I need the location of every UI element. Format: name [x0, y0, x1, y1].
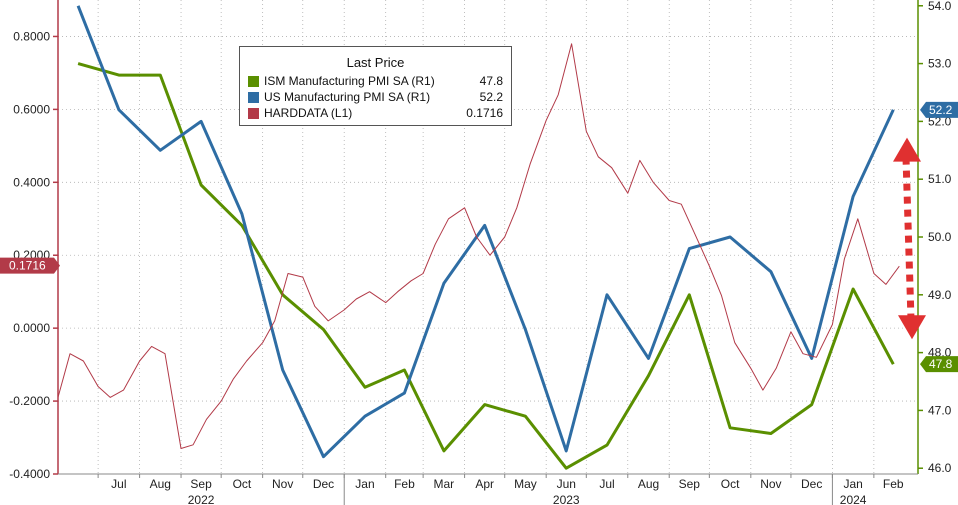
series-line-harddata — [57, 43, 900, 449]
legend-item-us-pmi: US Manufacturing PMI SA (R1) 52.2 — [248, 90, 503, 106]
x-axis: Jul Aug Sep Oct Nov Dec Jan Feb Mar Apr May Jun Jul A… — [58, 473, 918, 505]
x-axis-month-label: Aug — [638, 477, 659, 491]
right-last-value-tag-us-pmi-bg — [920, 101, 958, 118]
right-axis-tick-label: 53.0 — [928, 57, 952, 71]
x-axis-month-label: Jun — [557, 477, 576, 491]
left-axis-tick-label: -0.2000 — [9, 394, 50, 408]
range-arrow-head-down — [898, 315, 926, 340]
legend-value-ism: 47.8 — [479, 74, 503, 88]
x-axis-month-label: May — [514, 477, 537, 491]
series-lines — [57, 5, 900, 470]
x-axis-month-label: Feb — [394, 477, 415, 491]
legend-swatch-us-pmi — [248, 92, 259, 103]
right-last-value-tag-us-pmi: 52.2 — [929, 103, 953, 117]
right-axis-tick-label: 46.0 — [928, 461, 952, 475]
right-axis-tick-label: 50.0 — [928, 230, 952, 244]
x-axis-month-label: Oct — [233, 477, 252, 491]
legend-item-harddata: HARDDATA (L1) 0.1716 — [248, 106, 503, 122]
legend-value-harddata: 0.1716 — [466, 106, 503, 120]
value-tags: 0.1716 52.2 47.8 — [0, 101, 958, 373]
right-axis-tick-label: 48.0 — [928, 346, 952, 360]
legend-swatch-ism — [248, 76, 259, 87]
x-axis-year-label: 2022 — [188, 493, 215, 505]
series-line-us-manufacturing-pmi-sa — [76, 5, 895, 459]
legend-item-ism: ISM Manufacturing PMI SA (R1) 47.8 — [248, 74, 503, 90]
x-axis-year-label: 2023 — [553, 493, 580, 505]
range-arrow — [893, 137, 926, 340]
x-axis-month-label: Nov — [760, 477, 781, 491]
x-axis-month-label: Oct — [721, 477, 740, 491]
x-axis-month-label: Jul — [111, 477, 126, 491]
right-axis-tick-label: 49.0 — [928, 288, 952, 302]
x-axis-month-label: Apr — [475, 477, 494, 491]
right-last-value-tag-ism-bg — [920, 356, 958, 373]
right-axis-tick-label: 52.0 — [928, 114, 952, 128]
x-axis-month-label: Jan — [843, 477, 862, 491]
left-axis-tick-label: 0.8000 — [13, 29, 50, 43]
legend-title: Last Price — [346, 55, 405, 70]
x-axis-month-label: Sep — [679, 477, 701, 491]
legend-label-us-pmi: US Manufacturing PMI SA (R1) — [264, 90, 431, 104]
range-arrow-shaft — [902, 157, 915, 320]
left-axis-tick-label: -0.4000 — [9, 467, 50, 481]
legend-swatch-harddata — [248, 108, 259, 119]
left-axis-tick-label: 0.4000 — [13, 175, 50, 189]
left-axis-tick-label: 0.0000 — [13, 321, 50, 335]
right-last-value-tag-ism: 47.8 — [929, 357, 953, 371]
left-axis: 0.80000.60000.40000.20000.0000-0.2000-0.… — [9, 0, 59, 481]
legend-value-us-pmi: 52.2 — [479, 90, 503, 104]
right-axis: 54.0 53.0 52.0 51.0 50.0 49.0 48.0 47.0 46.0 — [917, 0, 952, 475]
series-line-ism-manufacturing-pmi-sa — [77, 62, 895, 470]
x-axis-month-label: Mar — [434, 477, 455, 491]
range-arrow-head-up — [893, 137, 921, 162]
x-axis-month-label: Nov — [272, 477, 293, 491]
x-axis-month-label: Feb — [883, 477, 904, 491]
left-last-value-tag: 0.1716 — [9, 259, 46, 273]
x-axis-month-label: Aug — [150, 477, 171, 491]
left-last-value-tag-bg — [0, 257, 60, 274]
left-axis-tick-label: 0.6000 — [13, 102, 50, 116]
right-axis-tick-label: 47.0 — [928, 403, 952, 417]
right-axis-tick-label: 51.0 — [928, 172, 952, 186]
x-axis-month-label: Dec — [801, 477, 822, 491]
legend-label-ism: ISM Manufacturing PMI SA (R1) — [264, 74, 435, 88]
chart-legend: Last Price ISM Manufacturing PMI SA (R1)… — [239, 46, 512, 126]
x-axis-month-label: Jan — [355, 477, 374, 491]
x-axis-year-label: 2024 — [840, 493, 867, 505]
x-axis-month-label: Jul — [599, 477, 614, 491]
x-axis-month-label: Sep — [190, 477, 212, 491]
right-axis-tick-label: 54.0 — [928, 0, 952, 13]
legend-label-harddata: HARDDATA (L1) — [264, 106, 353, 120]
x-axis-month-label: Dec — [313, 477, 334, 491]
